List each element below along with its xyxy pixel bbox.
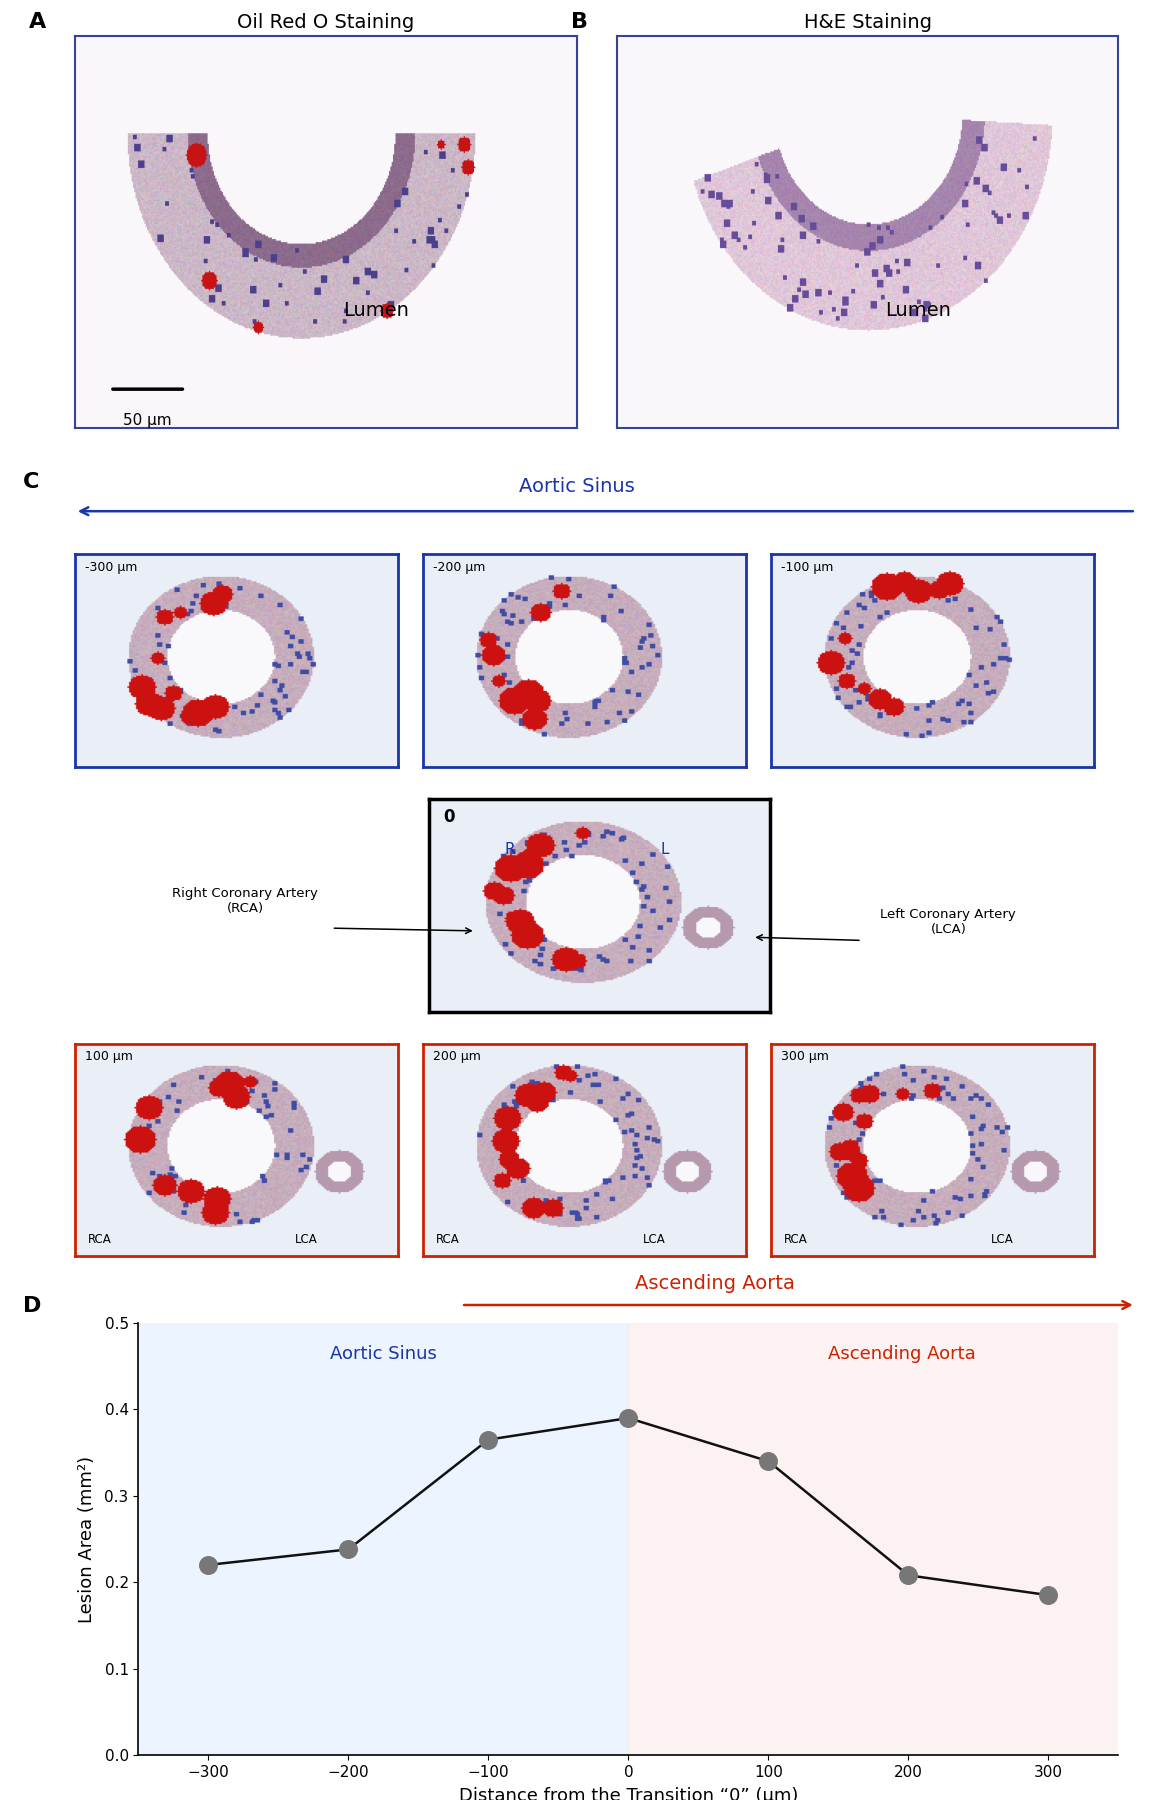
Y-axis label: Lesion Area (mm²): Lesion Area (mm²) [78, 1456, 96, 1622]
Point [899, 1561, 918, 1589]
Text: RCA: RCA [784, 1233, 808, 1246]
Text: 200 μm: 200 μm [432, 1051, 481, 1064]
Text: Ascending Aorta: Ascending Aorta [635, 1274, 794, 1294]
Text: -100 μm: -100 μm [781, 562, 834, 574]
Text: RCA: RCA [88, 1233, 112, 1246]
Bar [628, 1323, 1118, 1755]
Text: Right Coronary Artery
(RCA): Right Coronary Artery (RCA) [172, 887, 318, 914]
Text: B: B [571, 13, 588, 32]
Text: RCA: RCA [436, 1233, 460, 1246]
Text: Aortic Sinus: Aortic Sinus [519, 477, 634, 497]
Point [1039, 1580, 1057, 1609]
Text: Ascending Aorta: Ascending Aorta [828, 1345, 975, 1363]
Text: Left Coronary Artery
(LCA): Left Coronary Artery (LCA) [881, 909, 1016, 936]
Text: 100 μm: 100 μm [84, 1051, 133, 1064]
Point [619, 1404, 638, 1433]
Point [199, 1550, 218, 1579]
Text: H&E Staining: H&E Staining [804, 13, 932, 32]
Text: A: A [29, 13, 46, 32]
Text: 0: 0 [443, 808, 454, 826]
Text: -300 μm: -300 μm [84, 562, 137, 574]
Text: C: C [23, 472, 39, 491]
Text: D: D [23, 1296, 42, 1316]
Point [480, 1426, 498, 1454]
Bar [138, 1323, 628, 1755]
Text: LCA: LCA [294, 1233, 317, 1246]
X-axis label: Distance from the Transition “0” (μm): Distance from the Transition “0” (μm) [459, 1787, 798, 1800]
Text: LCA: LCA [642, 1233, 665, 1246]
Text: Lumen: Lumen [884, 301, 951, 320]
Text: 300 μm: 300 μm [781, 1051, 829, 1064]
Text: L: L [661, 842, 669, 857]
Text: Lumen: Lumen [342, 301, 409, 320]
Text: LCA: LCA [990, 1233, 1013, 1246]
Text: R: R [504, 842, 515, 857]
Point [759, 1447, 777, 1476]
Text: Aortic Sinus: Aortic Sinus [330, 1345, 437, 1363]
Text: -200 μm: -200 μm [432, 562, 485, 574]
Text: 50 μm: 50 μm [123, 412, 172, 428]
Text: Oil Red O Staining: Oil Red O Staining [238, 13, 414, 32]
Point [339, 1535, 357, 1564]
